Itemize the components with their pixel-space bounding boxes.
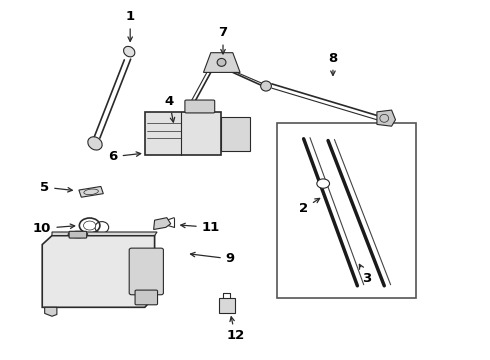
Text: 8: 8 (328, 51, 338, 75)
FancyBboxPatch shape (220, 117, 250, 151)
Text: 12: 12 (226, 317, 245, 342)
Bar (277, 123, 416, 298)
Ellipse shape (123, 46, 135, 57)
FancyBboxPatch shape (69, 231, 87, 238)
Polygon shape (42, 235, 155, 307)
Text: 5: 5 (40, 181, 73, 194)
Polygon shape (203, 53, 240, 72)
Ellipse shape (88, 137, 102, 150)
Text: 1: 1 (125, 10, 135, 41)
FancyBboxPatch shape (185, 100, 215, 113)
Text: 11: 11 (181, 221, 220, 234)
Ellipse shape (83, 221, 96, 230)
Circle shape (317, 179, 330, 188)
Polygon shape (154, 218, 171, 229)
Text: 2: 2 (299, 198, 319, 215)
Polygon shape (52, 232, 157, 235)
Text: 9: 9 (191, 252, 235, 265)
FancyBboxPatch shape (145, 112, 220, 155)
FancyBboxPatch shape (219, 298, 235, 314)
Text: 4: 4 (165, 95, 175, 122)
Polygon shape (377, 110, 395, 126)
Text: 6: 6 (108, 150, 141, 163)
Text: 10: 10 (33, 222, 74, 235)
Ellipse shape (68, 231, 88, 238)
Ellipse shape (217, 58, 226, 66)
Polygon shape (79, 186, 103, 197)
FancyBboxPatch shape (129, 248, 163, 295)
Text: 3: 3 (359, 264, 372, 285)
Ellipse shape (261, 81, 271, 91)
FancyBboxPatch shape (135, 290, 158, 305)
Text: 7: 7 (219, 27, 227, 54)
Polygon shape (45, 307, 57, 316)
